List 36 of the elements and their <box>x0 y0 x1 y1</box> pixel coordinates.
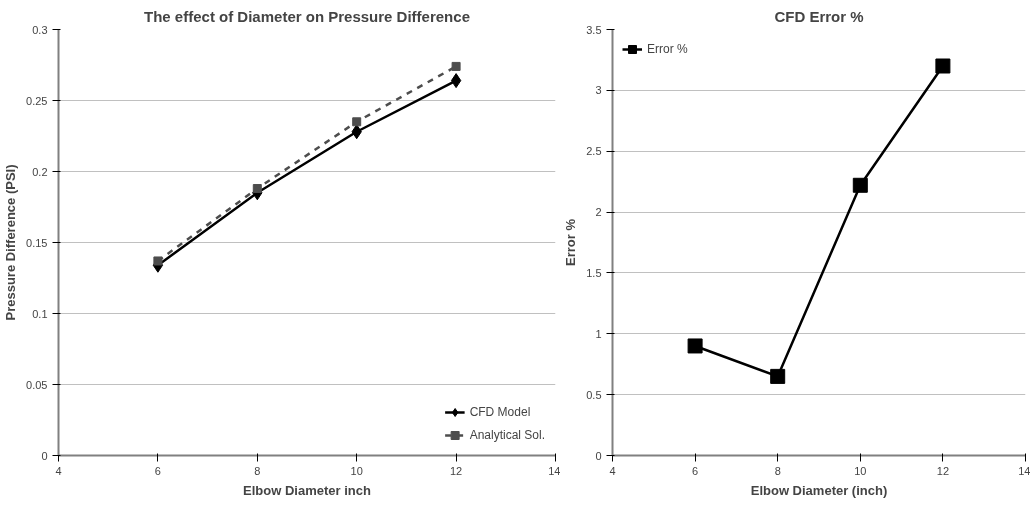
y-tick-label: 0.5 <box>586 388 602 401</box>
y-tick-label: 3.5 <box>586 23 602 36</box>
y-tick-label: 0 <box>41 449 48 462</box>
y-tick-label: 1.5 <box>586 266 602 279</box>
y-tick-label: 2.5 <box>586 145 602 158</box>
x-tick-label: 8 <box>254 464 261 477</box>
y-tick-label: 1 <box>595 327 602 340</box>
x-tick-label: 6 <box>154 464 161 477</box>
x-tick-label: 10 <box>854 464 867 477</box>
y-tick-label: 0.25 <box>26 94 48 107</box>
y-tick-label: 0 <box>595 449 602 462</box>
y-tick-label: 0.2 <box>32 165 48 178</box>
x-tick-label: 4 <box>55 464 62 477</box>
y-tick-label: 0.05 <box>26 378 48 391</box>
y-axis-title: Error % <box>563 218 579 266</box>
x-tick-label: 14 <box>1018 464 1031 477</box>
y-tick-label: 0.1 <box>32 307 48 320</box>
y-axis-title: Pressure Difference (PSI) <box>3 164 19 321</box>
legend-label: Analytical Sol. <box>469 428 545 442</box>
x-tick-label: 12 <box>936 464 950 477</box>
y-tick-label: 2 <box>595 206 602 219</box>
x-tick-label: 12 <box>449 464 463 477</box>
x-tick-label: 10 <box>350 464 363 477</box>
chart-title: CFD Error % <box>774 7 864 25</box>
legend-label: Error % <box>647 42 688 56</box>
x-tick-label: 4 <box>609 464 616 477</box>
legend-label: CFD Model <box>469 405 531 419</box>
x-tick-label: 6 <box>692 464 699 477</box>
x-tick-label: 14 <box>548 464 561 477</box>
y-tick-label: 0.3 <box>32 23 48 36</box>
x-axis-title: Elbow Diameter inch <box>243 482 371 498</box>
x-tick-label: 8 <box>774 464 781 477</box>
y-tick-label: 0.15 <box>26 236 48 249</box>
chart-title: The effect of Diameter on Pressure Difference <box>144 7 470 25</box>
x-axis-title: Elbow Diameter (inch) <box>750 482 888 498</box>
y-tick-label: 3 <box>595 84 602 97</box>
